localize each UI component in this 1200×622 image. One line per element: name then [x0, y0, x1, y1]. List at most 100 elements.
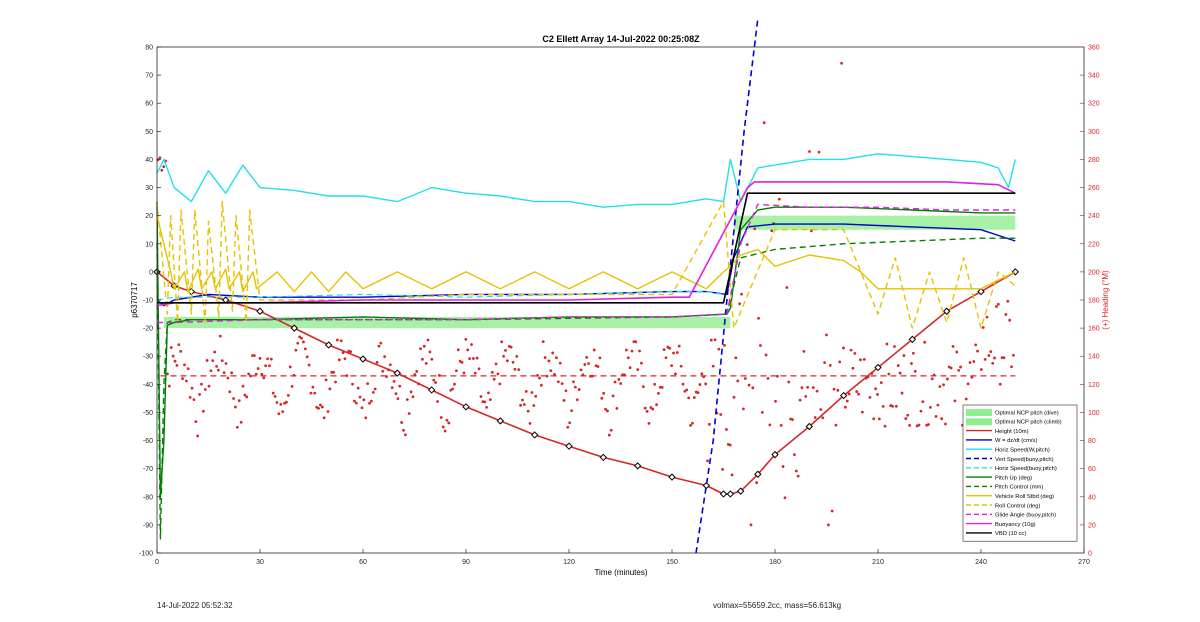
heading-point [464, 338, 468, 341]
heading-point [451, 387, 455, 391]
heading-point [405, 398, 409, 401]
heading-point [945, 377, 949, 381]
heading-point [498, 382, 502, 386]
x-tick-label: 210 [872, 559, 884, 566]
heading-point [704, 382, 708, 386]
heading-point [487, 391, 490, 395]
heading-point [555, 356, 558, 360]
height-marker [754, 470, 762, 478]
heading-point [598, 356, 602, 360]
heading-point [672, 351, 675, 355]
heading-point [517, 368, 521, 372]
x-tick-label: 60 [359, 559, 367, 566]
heading-point [845, 399, 849, 403]
heading-point [675, 351, 679, 354]
heading-point [1004, 313, 1008, 316]
heading-point [570, 409, 573, 413]
bands-layer [163, 215, 1016, 329]
heading-point [617, 378, 621, 381]
heading-point [798, 398, 802, 402]
footer-timestamp: 14-Jul-2022 05:52:32 [157, 601, 233, 610]
y-tick-label: -30 [143, 354, 153, 361]
heading-point [543, 356, 547, 359]
heading-point [640, 361, 643, 365]
heading-point [828, 363, 832, 367]
heading-point [743, 377, 747, 380]
heading-point [609, 428, 613, 432]
footer-volmax-mass: volmax=55659.2cc, mass=56.613kg [713, 601, 842, 610]
heading-point [787, 380, 791, 384]
height-marker [805, 422, 814, 431]
heading-point [213, 350, 217, 354]
y-tick-label: -90 [143, 522, 153, 529]
heading-point [583, 363, 587, 366]
heading-point [585, 355, 589, 359]
heading-point [505, 359, 509, 363]
heading-point [653, 382, 657, 386]
heading-point [838, 360, 842, 364]
heading-point [317, 406, 320, 410]
heading-point [692, 396, 696, 399]
heading-point [528, 421, 532, 425]
heading-point [923, 340, 927, 344]
legend-label: Height (10m) [995, 429, 1029, 435]
heading-point [322, 416, 326, 420]
heading-point [166, 372, 169, 376]
heading-point [200, 382, 203, 386]
y-tick-label: 50 [145, 129, 153, 136]
heading-point [319, 403, 322, 407]
heading-point [494, 362, 498, 366]
heading-point [857, 392, 861, 396]
heading-point [430, 357, 434, 361]
heading-point [872, 417, 876, 421]
heading-point [232, 397, 235, 400]
heading-point [534, 394, 538, 398]
heading-point [296, 341, 300, 345]
heading-point [539, 383, 543, 387]
heading-point [311, 385, 315, 389]
legend-label: Buoyancy (10g) [995, 522, 1036, 528]
heading-point [985, 315, 989, 319]
y-tick-label: -80 [143, 494, 153, 501]
heading-point [826, 523, 830, 527]
heading-point [691, 421, 694, 425]
heading-point [634, 340, 638, 344]
y2-tick-label: 340 [1088, 73, 1100, 80]
heading-point [808, 150, 811, 153]
y2-axis-label: (+) Heading (°M) [1101, 270, 1110, 330]
series-line-0 [156, 271, 1016, 495]
series-line-3 [695, 18, 759, 554]
heading-point [364, 416, 368, 420]
y2-tick-label: 200 [1088, 269, 1100, 276]
heading-point [700, 372, 704, 376]
heading-point [375, 360, 379, 364]
y-tick-label: -20 [143, 326, 153, 333]
heading-point [434, 381, 438, 384]
height-marker [359, 355, 367, 363]
heading-point [887, 372, 891, 376]
heading-point [596, 365, 600, 368]
heading-point [230, 371, 234, 375]
heading-point [309, 391, 313, 395]
heading-point [849, 348, 853, 352]
heading-point [485, 405, 488, 409]
heading-point [432, 378, 436, 382]
heading-point [717, 347, 721, 351]
heading-point [840, 61, 844, 65]
heading-point [781, 465, 785, 468]
heading-point [762, 121, 766, 125]
heading-point [553, 372, 556, 376]
heading-point [868, 395, 872, 399]
heading-point [817, 150, 821, 154]
heading-point [167, 384, 171, 388]
heading-point [834, 423, 838, 427]
heading-point [785, 286, 789, 289]
heading-point [970, 375, 974, 379]
heading-point [337, 358, 341, 362]
height-marker [874, 363, 882, 372]
heading-point [266, 357, 269, 361]
heading-point [173, 359, 177, 363]
heading-point [575, 398, 579, 402]
heading-point [813, 416, 817, 419]
